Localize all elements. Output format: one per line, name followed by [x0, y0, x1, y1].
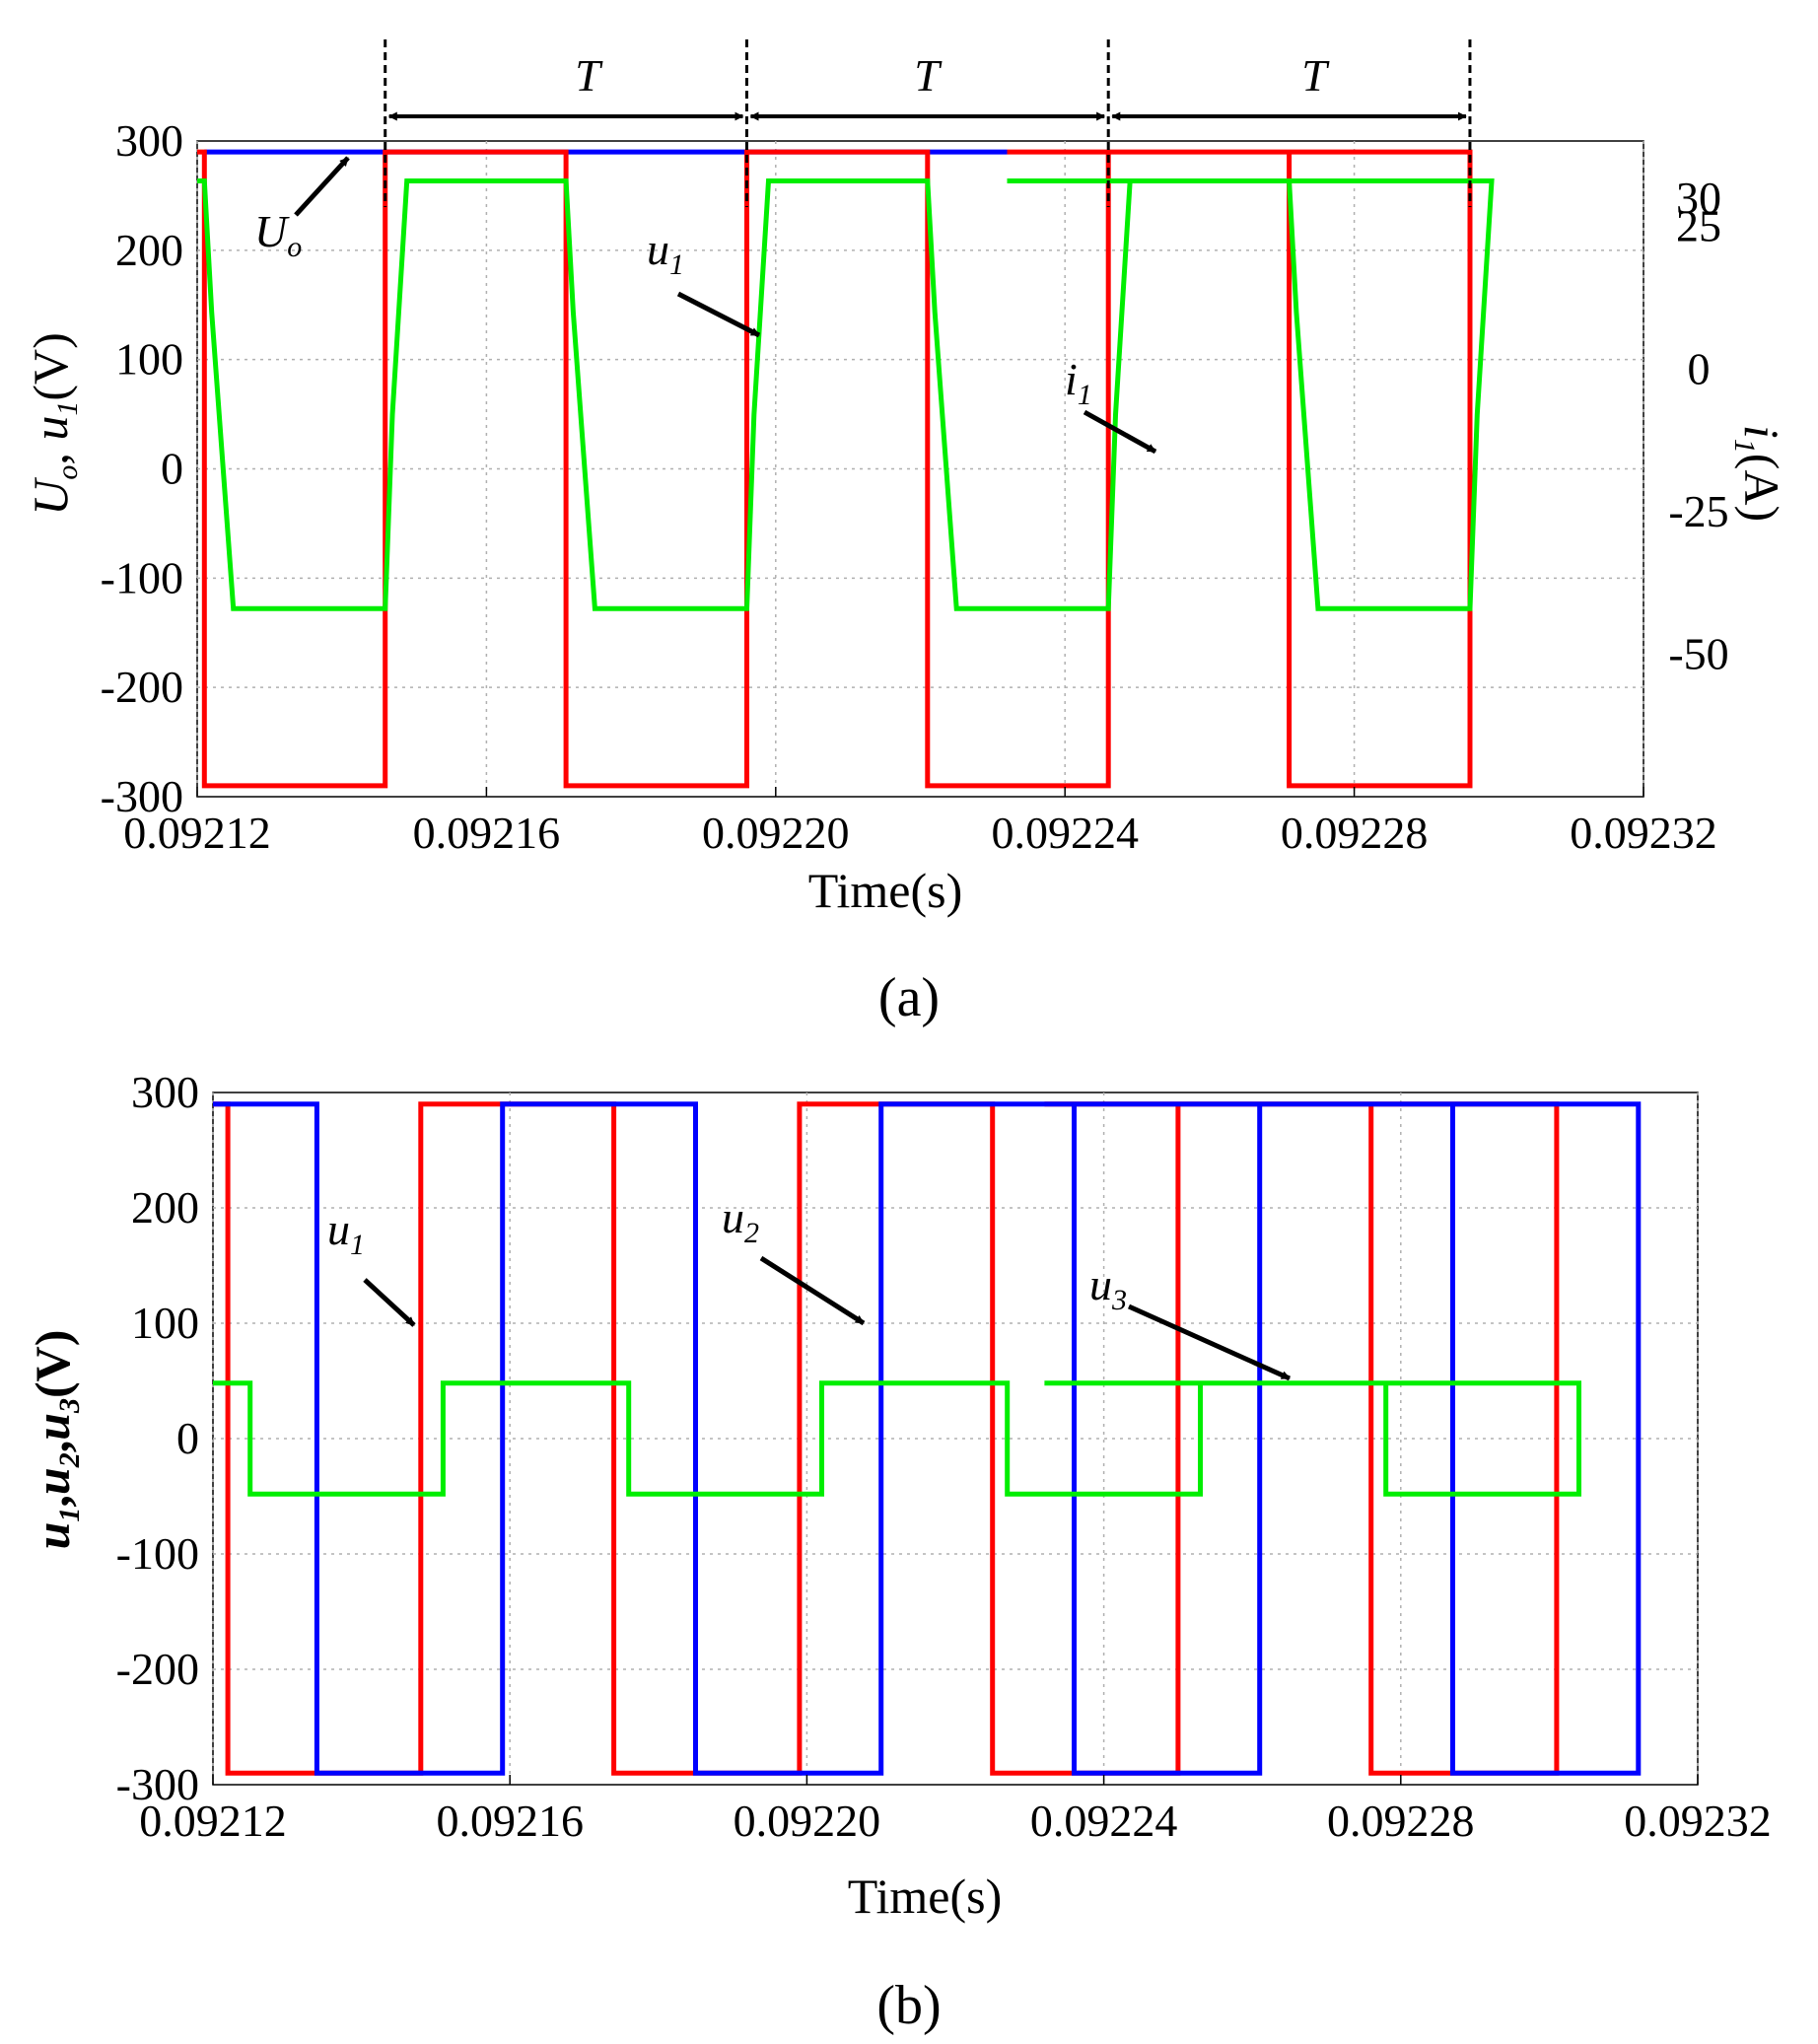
y-axis-label-right-a: i1(A): [1728, 425, 1789, 522]
svg-text:u1: u1: [647, 224, 684, 281]
y-axis-label-left-a: Uo, u1(V): [23, 332, 84, 516]
y-tick-label-4: -100: [116, 1528, 199, 1579]
y-right-tick-label-2: 0: [1688, 343, 1711, 393]
y-tick-label-3: 0: [176, 1413, 199, 1463]
arrow-u1-b: [363, 1278, 416, 1327]
chart-a: 0.09212 0.09216 0.09220 0.09224 0.09228 0.092…: [23, 39, 1789, 1028]
ticks-b: 0.09212 0.09216 0.09220 0.09224 0.09228 0.092…: [116, 1067, 1772, 1846]
y-right-tick-label-0: 30: [1676, 173, 1721, 223]
period-label-2: T: [914, 50, 943, 101]
y-right-tick-label-3: -25: [1668, 486, 1728, 536]
y-tick-label-1: 200: [115, 225, 183, 275]
period-markers: [384, 39, 1472, 207]
y-tick-label-5: -200: [116, 1644, 199, 1694]
svg-text:u2: u2: [722, 1192, 759, 1249]
y-tick-label-5: -200: [101, 662, 183, 712]
arrow-i1: [1083, 409, 1157, 455]
svg-text:u1: u1: [327, 1204, 365, 1261]
series-b-u2: [213, 1101, 1642, 1776]
annotation-u3: u3: [1089, 1259, 1292, 1381]
series-group-b: [213, 1101, 1642, 1776]
series-b-u3: [213, 1380, 1581, 1497]
x-tick-label-2: 0.09220: [702, 808, 850, 858]
y-tick-label-4: -100: [101, 552, 183, 602]
x-tick-label-3: 0.09224: [991, 808, 1139, 858]
x-tick-label-0: 0.09212: [123, 808, 271, 858]
period-label-1: T: [575, 50, 603, 101]
arrow-u2: [759, 1255, 866, 1326]
panel-label-a: (a): [878, 967, 940, 1028]
ticks-a: 0.09212 0.09216 0.09220 0.09224 0.09228 0.092…: [101, 115, 1729, 858]
arrow-u1-a: [676, 291, 761, 338]
panel-label-b: (b): [876, 1975, 941, 2036]
y-tick-label-0: 300: [115, 115, 183, 166]
x-tick-label-5: 0.09232: [1570, 808, 1717, 858]
svg-text:i1: i1: [1065, 354, 1092, 411]
x-tick-label-4: 0.09228: [1327, 1796, 1475, 1846]
y-axis-label-b: u1,u2,u3(V): [25, 1330, 86, 1550]
x-tick-label-4: 0.09228: [1281, 808, 1429, 858]
annotation-i1: i1: [1065, 354, 1157, 455]
x-tick-label-1: 0.09216: [413, 808, 561, 858]
y-tick-label-2: 100: [115, 334, 183, 385]
y-right-tick-label-1: 25: [1676, 201, 1721, 251]
svg-text:Uo: Uo: [254, 206, 302, 263]
x-tick-label-3: 0.09224: [1030, 1796, 1178, 1846]
y-tick-label-1: 200: [131, 1182, 199, 1233]
series-a-i1: [197, 178, 1495, 611]
arrow-Uo: [294, 156, 350, 217]
annotation-Uo: Uo: [254, 156, 350, 263]
y-tick-label-6: -300: [101, 771, 183, 821]
x-tick-label-5: 0.09232: [1624, 1796, 1772, 1846]
annotation-u2: u2: [722, 1192, 866, 1326]
y-right-tick-label-4: -50: [1668, 628, 1728, 678]
x-tick-label-2: 0.09220: [734, 1796, 881, 1846]
series-group-a: [197, 149, 1495, 789]
y-tick-label-6: -300: [116, 1759, 199, 1809]
x-axis-label-b: Time(s): [848, 1868, 1003, 1924]
x-tick-label-0: 0.09212: [139, 1796, 287, 1846]
x-axis-label-a: Time(s): [808, 863, 963, 918]
chart-b: 0.09212 0.09216 0.09220 0.09224 0.09228 0.092…: [25, 1067, 1772, 2036]
y-tick-label-0: 300: [131, 1067, 199, 1117]
y-tick-label-2: 100: [131, 1298, 199, 1348]
annotation-u1-b: u1: [327, 1204, 416, 1327]
grid-b: [212, 1092, 1699, 1785]
plot-area-a: [196, 140, 1644, 798]
arrow-u3: [1127, 1304, 1292, 1381]
period-label-3: T: [1301, 50, 1330, 101]
svg-text:u3: u3: [1089, 1259, 1127, 1316]
x-tick-label-1: 0.09216: [436, 1796, 584, 1846]
series-a-u1: [197, 149, 1473, 789]
grid-a: [196, 141, 1644, 797]
y-tick-label-3: 0: [161, 444, 183, 494]
annotation-u1-a: u1: [647, 224, 761, 338]
